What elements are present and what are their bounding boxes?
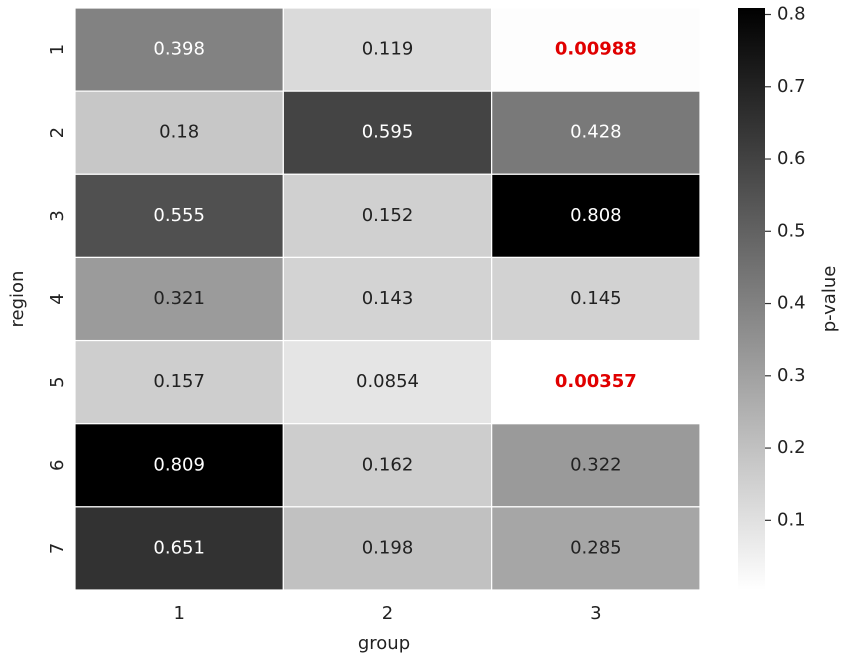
cell-label: 0.157 <box>153 371 205 392</box>
heatmap-cell <box>282 506 493 591</box>
heatmap-cell <box>491 423 701 508</box>
y-tick-label: 6 <box>47 460 68 471</box>
heatmap-cell <box>282 90 493 175</box>
cell-label: 0.398 <box>153 39 205 60</box>
cell-label: 0.428 <box>570 122 622 143</box>
heatmap-cell <box>74 339 284 425</box>
colorbar-tick-label: 0.4 <box>777 293 806 314</box>
colorbar <box>738 8 765 590</box>
cell-label: 0.555 <box>153 205 205 226</box>
cell-label: 0.321 <box>153 288 205 309</box>
heatmap-cell <box>74 256 284 342</box>
cell-label: 0.00988 <box>555 39 637 60</box>
colorbar-label: p-value <box>819 266 840 333</box>
heatmap-cell <box>282 423 493 508</box>
y-tick-label: 3 <box>47 210 68 221</box>
x-tick-label: 3 <box>590 603 601 624</box>
colorbar-tick-label: 0.5 <box>777 220 806 241</box>
heatmap-cell <box>74 90 284 175</box>
cell-label: 0.198 <box>362 537 414 558</box>
colorbar-tick-label: 0.2 <box>777 437 806 458</box>
y-axis-label: region <box>7 271 28 328</box>
colorbar-tick-label: 0.8 <box>777 4 806 25</box>
cell-label: 0.143 <box>362 288 414 309</box>
x-tick-label: 1 <box>173 603 184 624</box>
heatmap-cell <box>74 506 284 591</box>
x-axis-label: group <box>358 633 410 654</box>
y-tick-label: 4 <box>47 293 68 304</box>
cell-label: 0.162 <box>362 454 414 475</box>
heatmap-cell <box>74 423 284 508</box>
cell-label: 0.808 <box>570 205 622 226</box>
y-tick-label: 1 <box>47 44 68 55</box>
y-tick-label: 5 <box>47 376 68 387</box>
cell-label: 0.0854 <box>356 371 419 392</box>
colorbar-tick-label: 0.3 <box>777 365 806 386</box>
cell-label: 0.18 <box>159 122 199 143</box>
heatmap-cell <box>282 7 493 92</box>
cell-label: 0.00357 <box>555 371 637 392</box>
cell-label: 0.152 <box>362 205 414 226</box>
cell-label: 0.809 <box>153 454 205 475</box>
cell-label: 0.322 <box>570 454 622 475</box>
cell-label: 0.285 <box>570 537 622 558</box>
cell-label: 0.651 <box>153 537 205 558</box>
heatmap-cell <box>491 506 701 591</box>
cell-label: 0.595 <box>362 122 414 143</box>
y-tick-label: 7 <box>47 543 68 554</box>
heatmap-cell <box>491 339 701 425</box>
heatmap-cell <box>282 173 493 259</box>
cell-label: 0.145 <box>570 288 622 309</box>
colorbar-tick-label: 0.6 <box>777 148 806 169</box>
heatmap-cell <box>491 7 701 92</box>
heatmap-cell <box>491 90 701 175</box>
colorbar-tick-label: 0.1 <box>777 509 806 530</box>
cell-label: 0.119 <box>362 39 414 60</box>
y-tick-label: 2 <box>47 127 68 138</box>
heatmap-cell <box>491 256 701 342</box>
x-tick-label: 2 <box>382 603 393 624</box>
heatmap-cell <box>74 7 284 92</box>
heatmap-cell <box>282 339 493 425</box>
colorbar-tick-label: 0.7 <box>777 76 806 97</box>
